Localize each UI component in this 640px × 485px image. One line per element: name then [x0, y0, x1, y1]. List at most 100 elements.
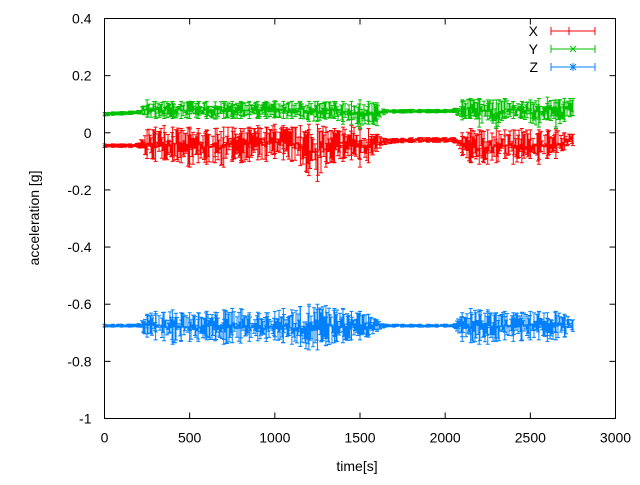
data-point-z — [247, 312, 252, 342]
data-point-y — [136, 110, 141, 115]
data-point-x — [204, 129, 209, 165]
data-point-z — [306, 303, 311, 351]
series-z-errorbars — [103, 305, 574, 350]
data-point-y — [315, 100, 320, 122]
data-point-y — [170, 100, 175, 119]
data-point-z — [255, 311, 260, 342]
data-point-y — [366, 100, 371, 125]
data-point-x — [213, 128, 218, 164]
data-point-x — [426, 137, 431, 143]
data-point-y — [417, 108, 422, 114]
data-point-x — [281, 125, 286, 161]
data-point-z — [289, 309, 294, 345]
data-point-x — [315, 123, 320, 182]
plot-frame — [104, 18, 616, 419]
x-tick-label: 1000 — [259, 430, 290, 446]
data-point-y — [392, 109, 397, 114]
data-point-z — [187, 312, 192, 342]
data-point-z — [340, 308, 345, 344]
data-point-z — [298, 306, 303, 347]
y-tick-label: 0.2 — [72, 68, 92, 84]
data-point-z — [409, 323, 414, 328]
data-point-z — [179, 312, 184, 342]
data-point-z — [426, 323, 431, 328]
data-point-y — [477, 98, 482, 128]
data-point-y — [358, 99, 362, 129]
data-point-y — [528, 99, 533, 124]
data-point-z — [358, 310, 362, 341]
data-point-y — [162, 100, 167, 119]
data-point-x — [366, 128, 371, 164]
series-x-errorbars — [103, 125, 574, 176]
data-point-y — [383, 109, 388, 114]
data-point-x — [340, 126, 345, 162]
data-point-y — [187, 100, 192, 119]
data-point-z — [536, 310, 541, 341]
data-point-x — [468, 128, 473, 164]
data-point-z — [136, 323, 141, 328]
data-point-x — [196, 128, 201, 164]
data-point-z — [460, 312, 465, 342]
data-point-x — [153, 126, 158, 162]
data-point-y — [196, 100, 201, 119]
data-point-z — [392, 323, 397, 328]
data-point-z — [485, 309, 490, 345]
legend-label-z: Z — [529, 59, 538, 75]
legend-marker-y-icon — [569, 45, 577, 53]
y-tick-label: -1 — [79, 411, 92, 427]
data-point-x — [170, 126, 175, 162]
data-point-z — [349, 310, 354, 341]
plot-marks — [102, 96, 575, 351]
data-point-y — [511, 100, 516, 119]
data-point-x — [417, 137, 422, 143]
data-point-z — [451, 323, 456, 328]
x-tick-label: 0 — [101, 430, 109, 446]
data-point-z — [511, 312, 516, 342]
x-tick-label: 3000 — [600, 430, 631, 446]
data-point-x — [536, 129, 541, 165]
data-point-y — [289, 100, 294, 119]
data-point-y — [553, 99, 558, 129]
data-point-y — [272, 100, 277, 119]
data-point-z — [272, 310, 277, 341]
data-point-z — [570, 319, 575, 332]
data-point-z — [366, 313, 371, 338]
data-point-z — [417, 323, 422, 328]
data-point-x — [289, 126, 294, 162]
data-point-x — [511, 129, 516, 165]
data-point-z — [128, 323, 133, 328]
data-point-y — [323, 101, 328, 120]
data-point-y — [485, 99, 490, 121]
data-point-x — [545, 129, 550, 159]
series-x — [102, 123, 575, 182]
data-point-y — [230, 100, 235, 119]
data-point-y — [468, 98, 473, 119]
data-point-y — [451, 108, 456, 113]
data-point-x — [272, 123, 277, 159]
y-tick-label: 0.4 — [72, 11, 92, 27]
data-point-x — [502, 129, 507, 159]
legend-line-x — [550, 27, 596, 35]
legend-label-y: Y — [529, 41, 539, 57]
data-point-z — [400, 323, 405, 328]
data-point-x — [255, 125, 260, 161]
data-point-y — [179, 100, 184, 119]
data-point-y — [264, 100, 269, 119]
data-point-z — [519, 311, 524, 342]
data-point-y — [570, 98, 575, 117]
data-point-z — [221, 309, 226, 345]
y-tick-label: -0.4 — [67, 239, 91, 255]
data-point-x — [477, 129, 482, 165]
data-point-y — [434, 108, 439, 114]
data-point-z — [230, 308, 235, 344]
data-point-z — [204, 310, 209, 341]
data-point-z — [264, 312, 269, 342]
y-tick-label: 0 — [84, 125, 92, 141]
data-point-y — [119, 111, 124, 116]
data-point-z — [494, 312, 499, 342]
data-point-z — [502, 310, 507, 341]
series-z — [102, 303, 575, 351]
data-point-y — [349, 100, 354, 125]
data-point-x — [485, 129, 490, 165]
